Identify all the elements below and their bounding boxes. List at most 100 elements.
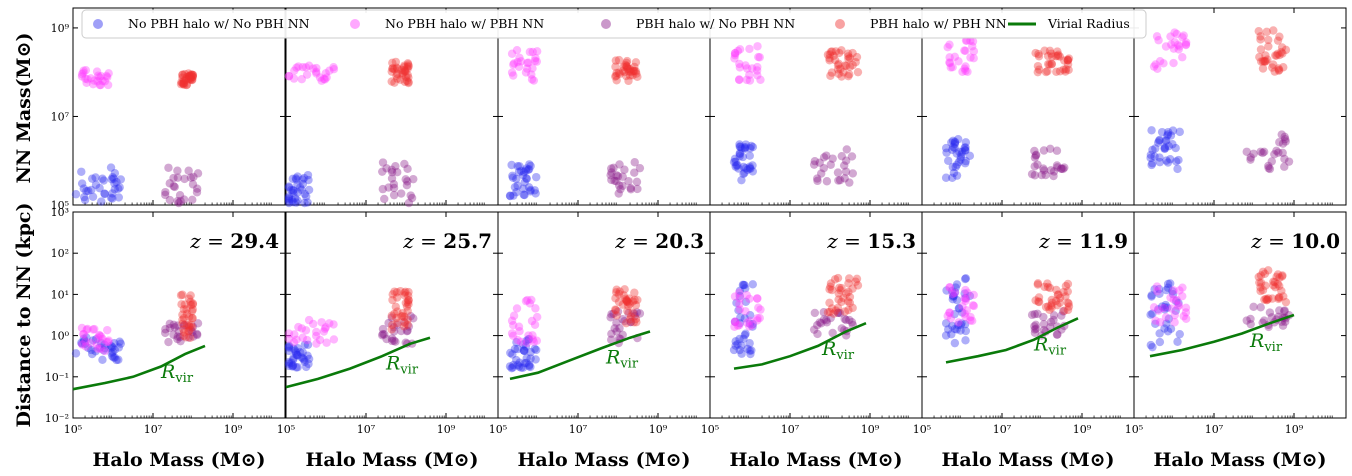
scatter-point-purple xyxy=(841,167,851,176)
scatter-point-red xyxy=(388,58,397,68)
scatter-point-blue xyxy=(71,349,81,358)
scatter-point-magenta xyxy=(1154,36,1163,45)
scatter-point-purple xyxy=(1058,164,1068,174)
scatter-point-blue xyxy=(519,184,528,193)
scatter-point-blue xyxy=(520,190,529,200)
scatter-point-blue xyxy=(292,198,301,207)
scatter-point-purple xyxy=(1278,148,1287,158)
scatter-point-purple xyxy=(1259,316,1269,325)
scatter-point-purple xyxy=(1256,303,1265,312)
xlabel: Halo Mass (M⊙) xyxy=(941,449,1114,471)
rvir-label: Rvir xyxy=(1033,333,1067,358)
scatter-point-red xyxy=(184,72,193,82)
legend-label: Virial Radius xyxy=(1047,16,1130,31)
scatter-point-purple xyxy=(819,164,828,173)
scatter-point-red xyxy=(393,74,402,83)
scatter-point-red xyxy=(1033,280,1043,289)
scatter-point-purple xyxy=(389,190,399,200)
scatter-point-red xyxy=(826,71,835,80)
scatter-point-magenta xyxy=(104,69,113,78)
scatter-point-blue xyxy=(291,174,301,183)
scatter-point-purple xyxy=(164,163,173,172)
scatter-point-purple xyxy=(387,336,397,346)
scatter-point-blue xyxy=(115,183,124,192)
scatter-point-purple xyxy=(618,330,627,339)
scatter-point-blue xyxy=(954,157,964,167)
scatter-point-red xyxy=(624,67,634,76)
scatter-point-magenta xyxy=(309,319,318,329)
scatter-point-red xyxy=(1275,50,1284,60)
scatter-point-red xyxy=(611,306,621,315)
scatter-point-red xyxy=(827,285,837,295)
scatter-point-purple xyxy=(837,151,846,161)
scatter-point-magenta xyxy=(81,342,91,351)
scatter-point-purple xyxy=(630,311,639,321)
scatter-point-magenta xyxy=(320,324,330,333)
scatter-point-red xyxy=(1053,300,1062,310)
scatter-point-magenta xyxy=(745,76,755,85)
scatter-point-magenta xyxy=(1169,58,1178,68)
scatter-point-blue xyxy=(508,173,518,182)
panel-3: z = 20.3 Rvir 10⁵ 10⁷ 10⁹ Halo Mass (M⊙) xyxy=(489,7,711,471)
y-tick-label-bottom: 10⁰ xyxy=(51,330,70,343)
scatter-point-blue xyxy=(952,295,962,305)
scatter-point-blue xyxy=(957,319,966,328)
scatter-point-blue xyxy=(950,288,960,297)
scatter-point-red xyxy=(184,327,193,336)
scatter-point-red xyxy=(1281,297,1291,307)
scatter-point-blue xyxy=(82,333,91,342)
scatter-point-magenta xyxy=(81,337,90,346)
y-tick-label-top: 10⁵ xyxy=(51,199,69,212)
scatter-point-magenta xyxy=(730,48,740,58)
virial-radius-line xyxy=(72,344,206,391)
scatter-point-magenta xyxy=(95,80,105,90)
scatter-point-purple xyxy=(819,153,829,162)
scatter-point-blue xyxy=(110,353,120,362)
scatter-point-purple xyxy=(848,169,857,178)
legend-marker xyxy=(835,19,845,29)
scatter-point-red xyxy=(401,287,410,296)
scatter-point-red xyxy=(182,72,192,82)
scatter-point-red xyxy=(844,54,853,64)
scatter-point-purple xyxy=(382,334,391,344)
scatter-point-red xyxy=(1045,60,1054,69)
rvir-label: Rvir xyxy=(605,346,639,371)
scatter-point-blue xyxy=(300,340,309,349)
scatter-point-blue xyxy=(518,363,528,372)
scatter-point-red xyxy=(186,300,196,310)
scatter-point-red xyxy=(401,72,411,81)
scatter-point-blue xyxy=(289,355,298,364)
scatter-point-blue xyxy=(1155,337,1165,347)
scatter-point-blue xyxy=(82,186,91,196)
scatter-point-blue xyxy=(947,286,957,295)
scatter-point-magenta xyxy=(730,317,740,326)
scatter-point-blue xyxy=(955,303,964,313)
scatter-point-magenta xyxy=(968,37,978,46)
scatter-point-magenta xyxy=(289,338,299,347)
scatter-point-purple xyxy=(822,316,831,325)
scatter-point-red xyxy=(826,282,835,291)
scatter-point-red xyxy=(1261,294,1271,304)
scatter-point-red xyxy=(1278,271,1287,280)
scatter-point-purple xyxy=(1277,130,1286,139)
scatter-point-magenta xyxy=(81,74,90,83)
scatter-point-red xyxy=(623,64,632,73)
scatter-point-magenta xyxy=(943,42,952,52)
scatter-point-red xyxy=(1254,26,1263,36)
scatter-point-blue xyxy=(509,191,518,200)
scatter-point-magenta xyxy=(319,74,329,84)
scatter-point-purple xyxy=(606,313,615,322)
scatter-point-red xyxy=(404,78,413,88)
scatter-point-purple xyxy=(406,191,415,200)
scatter-point-red xyxy=(387,77,396,86)
scatter-point-red xyxy=(391,57,401,67)
scatter-point-purple xyxy=(404,322,414,331)
scatter-point-red xyxy=(619,291,628,300)
scatter-point-purple xyxy=(1030,171,1040,180)
scatter-point-red xyxy=(388,290,397,299)
scatter-point-purple xyxy=(847,152,857,161)
scatter-point-red xyxy=(392,69,402,79)
scatter-point-blue xyxy=(304,175,313,185)
scatter-point-blue xyxy=(948,321,957,331)
scatter-point-magenta xyxy=(513,57,522,67)
